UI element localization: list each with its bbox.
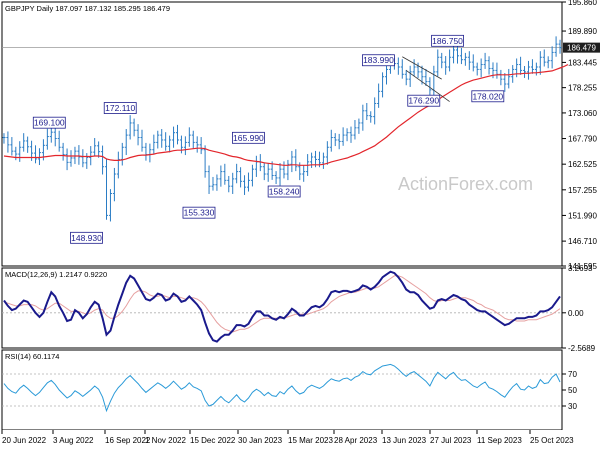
x-tick-label: 15 Mar 2023 xyxy=(288,436,333,445)
price-y-tick-label: 183.445 xyxy=(568,58,597,67)
rsi-title: RSI(14) 60.1174 xyxy=(5,352,59,361)
x-tick-label: 28 Apr 2023 xyxy=(334,436,378,445)
annotation-label: 155.330 xyxy=(184,208,215,218)
annotation-label: 183.990 xyxy=(363,55,394,65)
annotation-148-930: 148.930 xyxy=(70,231,103,244)
macd-y-tick-label: 0.00 xyxy=(568,309,584,318)
rsi-line xyxy=(3,363,561,413)
annotation-158-240: 158.240 xyxy=(267,185,301,198)
annotation-label: 148.930 xyxy=(71,233,102,243)
x-tick-label: 11 Sep 2023 xyxy=(477,436,522,445)
annotation-label: 186.750 xyxy=(432,36,463,46)
trend-line-upper xyxy=(402,56,442,80)
annotation-label: 158.240 xyxy=(269,187,300,197)
price-y-tick-label: 141.595 xyxy=(568,262,597,271)
annotation-label: 169.100 xyxy=(34,118,65,128)
annotation-box xyxy=(232,131,265,144)
price-y-tick-label: 167.790 xyxy=(568,135,597,144)
x-tick-label: 30 Jan 2023 xyxy=(238,436,283,445)
annotation-165-990: 165.990 xyxy=(232,131,265,144)
annotation-178-020: 178.020 xyxy=(471,90,505,103)
x-tick-label: 25 Oct 2023 xyxy=(530,436,574,445)
price-y-tick-label: 173.060 xyxy=(568,109,597,118)
annotation-box xyxy=(182,206,216,219)
macd-y-tick-label: 3.2693 xyxy=(568,264,593,273)
annotation-label: 178.020 xyxy=(472,91,503,101)
price-y-tick-label: 157.255 xyxy=(568,186,597,195)
x-axis-area xyxy=(0,430,600,450)
rsi-y-tick-label: 70 xyxy=(568,370,577,379)
x-tick-label: 15 Dec 2022 xyxy=(190,436,236,445)
annotation-label: 172.110 xyxy=(105,103,135,113)
x-tick-label: 3 Aug 2022 xyxy=(53,436,94,445)
watermark: ActionForex.com xyxy=(398,174,533,194)
price-y-tick-label: 151.990 xyxy=(568,211,597,220)
annotation-box xyxy=(362,54,395,67)
price-y-tick-label: 162.525 xyxy=(568,160,597,169)
macd-title: MACD(12,26,9) 1.2147 0.9220 xyxy=(5,270,107,279)
last-price-box xyxy=(563,42,600,53)
annotation-box xyxy=(267,185,301,198)
annotation-176-290: 176.290 xyxy=(407,94,441,107)
moving-average-line xyxy=(3,64,569,166)
x-tick-label: 20 Jun 2022 xyxy=(2,436,47,445)
x-tick-label: 27 Jul 2023 xyxy=(430,436,472,445)
macd-y-tick-label: -2.5689 xyxy=(568,344,596,353)
macd-line xyxy=(3,270,561,343)
annotation-box xyxy=(471,90,505,103)
trend-line-lower xyxy=(405,70,450,102)
panel-frame-macd xyxy=(1,267,563,349)
x-tick-label: 13 Jun 2023 xyxy=(382,436,427,445)
rsi-y-tick-label: 50 xyxy=(568,386,577,395)
annotation-label: 176.290 xyxy=(408,96,439,106)
x-tick-label: 16 Sep 2022 xyxy=(105,436,151,445)
annotation-box xyxy=(70,231,103,244)
panel-frame-price xyxy=(1,1,563,267)
price-header: GBPJPY Daily 187.097 187.132 185.295 186… xyxy=(5,4,170,13)
annotation-box xyxy=(103,102,137,114)
annotation-183-990: 183.990 xyxy=(362,54,395,67)
annotation-155-330: 155.330 xyxy=(182,206,216,219)
rsi-y-tick-label: 30 xyxy=(568,402,577,411)
annotation-box xyxy=(32,116,66,129)
x-tick-label: 1 Nov 2022 xyxy=(145,436,186,445)
annotation-box xyxy=(407,94,441,107)
last-price-label: 186.479 xyxy=(567,44,596,53)
annotation-186-750: 186.750 xyxy=(431,34,464,47)
price-y-tick-label: 178.255 xyxy=(568,84,597,93)
price-y-tick-label: 146.710 xyxy=(568,237,597,246)
price-y-tick-label: 195.860 xyxy=(568,0,597,7)
annotation-box xyxy=(431,34,464,47)
annotation-169-100: 169.100 xyxy=(32,116,66,129)
candles xyxy=(2,36,562,222)
panel-frame-rsi xyxy=(1,349,563,431)
annotation-172-110: 172.110 xyxy=(103,102,137,114)
price-y-tick-label: 189.890 xyxy=(568,27,597,36)
annotation-label: 165.990 xyxy=(233,133,264,143)
